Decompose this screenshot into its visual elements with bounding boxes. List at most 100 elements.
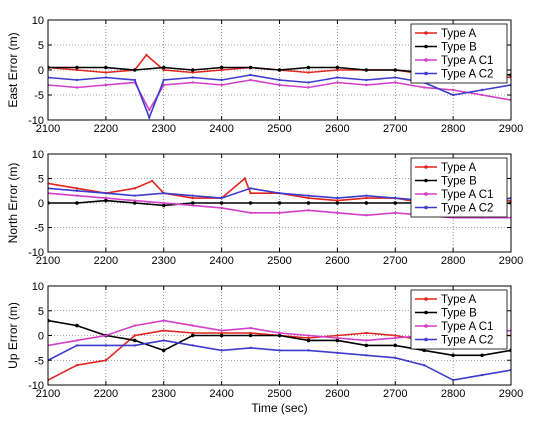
data-point (75, 323, 79, 328)
data-point (133, 78, 137, 82)
y-tick-label: 0 (38, 198, 44, 210)
data-point (335, 65, 340, 70)
data-point (422, 364, 426, 367)
data-point (133, 324, 137, 327)
legend-label: Type A C2 (441, 69, 493, 81)
data-point (307, 334, 310, 337)
data-point (364, 201, 369, 205)
data-point (191, 324, 194, 327)
x-tick-label: 2100 (36, 388, 60, 400)
legend-marker (424, 192, 428, 196)
data-point (248, 201, 253, 205)
data-point (133, 201, 137, 205)
series-line-4 (48, 74, 511, 120)
data-point (133, 338, 137, 343)
data-point (104, 83, 108, 87)
data-point (336, 199, 339, 202)
data-point (278, 192, 281, 195)
data-point (133, 199, 137, 202)
data-point (133, 187, 137, 190)
legend-label: Type A (441, 28, 476, 40)
legend-label: Type A (441, 162, 476, 174)
legend-label: Type A C1 (441, 189, 493, 201)
data-point (75, 78, 79, 82)
panel-1: 2100 2200 2300 2400 2500 2600 2700 2800 2900 -10 -… (6, 15, 523, 135)
data-point (161, 348, 166, 353)
data-point (393, 201, 398, 205)
legend-marker (424, 165, 428, 169)
data-point (336, 196, 339, 200)
data-point (278, 331, 281, 335)
x-tick-label: 2300 (152, 255, 176, 267)
data-point (249, 78, 252, 82)
data-point (190, 68, 195, 72)
data-point (104, 334, 108, 337)
data-point (277, 68, 282, 72)
data-point (365, 331, 368, 335)
data-point (145, 53, 148, 57)
data-point (104, 344, 108, 347)
x-axis-label: Time (sec) (251, 401, 307, 415)
data-point (191, 76, 194, 79)
legend-label: Type B (441, 42, 477, 54)
y-tick-label: 0 (38, 65, 44, 77)
data-point (365, 339, 368, 342)
data-point (365, 194, 368, 197)
x-tick-label: 2900 (499, 255, 523, 267)
data-point (191, 204, 194, 207)
data-point (75, 194, 79, 197)
x-tick-label: 2700 (383, 123, 407, 135)
y-tick-label: -10 (28, 115, 44, 127)
data-point (220, 78, 223, 82)
legend-marker (424, 324, 428, 328)
data-point (191, 344, 194, 347)
x-tick-label: 2300 (152, 123, 176, 135)
legend-marker (424, 31, 428, 35)
data-point (150, 179, 154, 183)
data-point (394, 356, 397, 359)
data-point (307, 349, 310, 352)
data-point (243, 177, 246, 180)
data-point (306, 65, 311, 70)
x-tick-label: 2800 (441, 123, 465, 135)
data-point (162, 319, 165, 322)
x-tick-label: 2300 (152, 388, 176, 400)
data-point (480, 373, 484, 377)
data-point (162, 329, 165, 332)
data-point (335, 338, 340, 343)
data-point (451, 353, 455, 358)
data-point (133, 344, 137, 347)
x-tick-label: 2600 (325, 388, 349, 400)
data-point (336, 351, 339, 355)
data-point (307, 81, 310, 84)
data-point (336, 81, 339, 84)
data-point (278, 349, 281, 352)
data-point (365, 83, 368, 87)
data-point (393, 343, 398, 348)
data-point (220, 329, 223, 332)
data-point (480, 88, 484, 92)
data-point (278, 83, 281, 87)
legend-marker (424, 71, 428, 76)
x-tick-label: 2200 (94, 123, 118, 135)
legend-label: Type B (441, 308, 477, 320)
data-point (248, 65, 253, 70)
data-point (249, 187, 252, 190)
data-point (365, 196, 368, 200)
x-tick-label: 2600 (325, 123, 349, 135)
x-tick-label: 2900 (499, 123, 523, 135)
x-tick-label: 2400 (209, 123, 233, 135)
x-tick-label: 2800 (441, 255, 465, 267)
y-tick-label: -10 (28, 380, 44, 392)
data-point (104, 192, 108, 195)
x-tick-label: 2700 (383, 388, 407, 400)
data-point (306, 338, 311, 343)
data-point (336, 334, 339, 337)
data-point (104, 76, 108, 79)
data-point (220, 196, 223, 200)
legend-marker (424, 205, 428, 210)
data-point (75, 65, 79, 70)
data-point (220, 349, 223, 352)
data-point (480, 93, 484, 97)
x-tick-label: 2500 (267, 123, 291, 135)
